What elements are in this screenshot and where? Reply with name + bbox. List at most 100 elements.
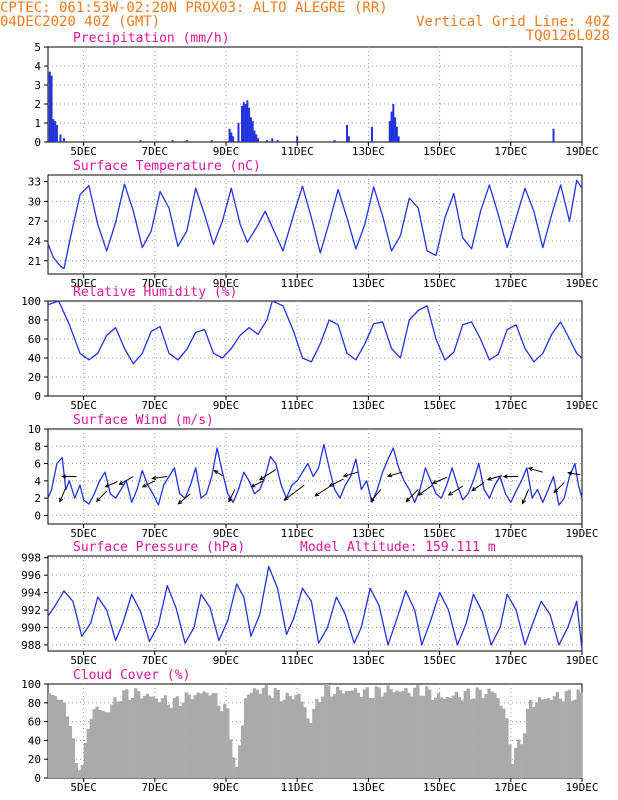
- cloud-bar-48: [190, 699, 194, 778]
- ytick-label-3-1: 2: [34, 492, 41, 505]
- panel-title-5: Cloud Cover (%): [73, 668, 190, 683]
- wind-arrow-head-5: [151, 475, 157, 481]
- cloud-bar-106: [362, 689, 366, 778]
- xtick-label-0-1: 7DEC: [142, 145, 169, 158]
- cloud-bar-171: [555, 692, 559, 778]
- wind-arrow-head-27: [553, 488, 559, 494]
- wind-arrow-head-24: [502, 474, 508, 479]
- panel-title-3: Surface Wind (m/s): [73, 413, 214, 428]
- precip-bar-15: [241, 105, 244, 142]
- precip-bar-9: [185, 140, 188, 142]
- wind-arrow-22: [471, 482, 485, 491]
- ytick-label-5-3: 60: [28, 716, 41, 729]
- xtick-label-2-6: 17DEC: [494, 399, 527, 412]
- cloud-bar-163: [531, 706, 536, 778]
- cloud-bar-43: [175, 696, 179, 778]
- panel-title-1: Surface Temperature (nC): [73, 159, 261, 174]
- cloud-bar-169: [549, 700, 554, 778]
- wind-arrow-head-15: [342, 473, 348, 478]
- xtick-label-4-4: 13DEC: [352, 654, 385, 667]
- cloud-bar-90: [315, 698, 319, 778]
- wind-arrow-head-16: [370, 497, 375, 503]
- precip-bar-10: [210, 140, 213, 142]
- xtick-label-2-7: 19DEC: [565, 399, 598, 412]
- precip-bar-27: [276, 140, 279, 142]
- wind-arrow-5: [152, 476, 168, 479]
- cloud-bar-177: [573, 699, 577, 778]
- cloud-bar-108: [368, 697, 372, 778]
- precip-bar-7: [139, 140, 142, 142]
- cloud-bar-68: [249, 692, 254, 778]
- ytick-label-2-0: 0: [34, 390, 41, 403]
- cloud-bar-102: [350, 690, 355, 778]
- ytick-label-2-2: 40: [28, 352, 41, 365]
- xtick-label-1-0: 5DEC: [70, 277, 97, 290]
- ytick-label-2-3: 60: [28, 333, 41, 346]
- cloud-bar-137: [454, 691, 459, 778]
- cloud-bar-175: [567, 689, 571, 778]
- cloud-bar-82: [291, 698, 295, 778]
- xtick-label-1-1: 7DEC: [142, 277, 169, 290]
- xtick-label-5-4: 13DEC: [352, 781, 385, 794]
- cloud-bar-114: [386, 685, 390, 778]
- ytick-label-1-4: 33: [28, 176, 41, 189]
- ytick-label-1-0: 21: [28, 255, 41, 268]
- wind-arrow-11: [251, 480, 264, 488]
- cloud-bar-5: [62, 702, 67, 778]
- xtick-label-5-0: 5DEC: [70, 781, 97, 794]
- wind-arrow-head-17: [387, 473, 393, 478]
- cloud-bar-148: [487, 688, 491, 778]
- cloud-bar-154: [505, 718, 509, 778]
- series-line-1-0: [47, 179, 583, 270]
- precip-bar-5: [59, 134, 62, 142]
- xtick-label-3-2: 9DEC: [213, 527, 240, 540]
- ytick-label-4-1: 990: [21, 621, 41, 634]
- ytick-label-0-1: 1: [34, 117, 41, 130]
- cloud-bar-83: [294, 694, 298, 778]
- wind-arrow-head-10: [258, 475, 264, 481]
- wind-arrow-17: [388, 471, 403, 477]
- cloud-bar-49: [193, 695, 197, 778]
- wind-arrow-head-7: [177, 499, 183, 505]
- ytick-label-3-5: 10: [28, 423, 41, 436]
- cloud-bar-120: [404, 688, 408, 778]
- cloud-bar-98: [338, 690, 343, 778]
- xtick-label-3-1: 7DEC: [142, 527, 169, 540]
- cloud-bar-50: [196, 692, 200, 778]
- xtick-label-5-6: 17DEC: [494, 781, 527, 794]
- cloud-bar-131: [436, 693, 441, 778]
- wind-arrow-head-9: [228, 497, 233, 503]
- xtick-label-2-0: 5DEC: [70, 399, 97, 412]
- cloud-bar-80: [285, 692, 289, 778]
- cloud-bar-77: [276, 689, 280, 778]
- xtick-label-0-0: 5DEC: [70, 145, 97, 158]
- cloud-bar-168: [546, 698, 551, 778]
- cloud-bar-89: [312, 708, 316, 778]
- precip-bar-28: [296, 136, 299, 142]
- wind-arrow-7: [178, 493, 191, 505]
- wind-arrow-head-23: [486, 476, 492, 481]
- wind-arrow-20: [432, 476, 447, 484]
- cloud-bar-128: [428, 689, 432, 778]
- wind-arrow-head-13: [314, 492, 320, 497]
- xtick-label-3-0: 5DEC: [70, 527, 97, 540]
- precip-bar-18: [246, 100, 249, 142]
- ytick-label-3-0: 0: [34, 509, 41, 522]
- xtick-label-4-0: 5DEC: [70, 654, 97, 667]
- cloud-bar-52: [202, 691, 206, 778]
- wind-arrow-13: [314, 486, 330, 497]
- wind-arrow-21: [448, 485, 464, 496]
- ytick-label-3-2: 4: [34, 475, 41, 488]
- xtick-label-0-6: 17DEC: [494, 145, 527, 158]
- ytick-label-2-4: 80: [28, 314, 41, 327]
- precip-bar-8: [171, 140, 174, 142]
- xtick-label-3-7: 19DEC: [565, 527, 598, 540]
- cloud-bar-62: [232, 757, 236, 778]
- cloud-bar-10: [77, 770, 81, 778]
- xtick-label-0-2: 9DEC: [213, 145, 240, 158]
- ytick-label-5-0: 0: [34, 772, 41, 785]
- precip-bar-6: [63, 138, 66, 142]
- series-line-3-0: [47, 443, 583, 506]
- cloud-bar-153: [502, 708, 506, 778]
- precip-bar-23: [255, 134, 258, 142]
